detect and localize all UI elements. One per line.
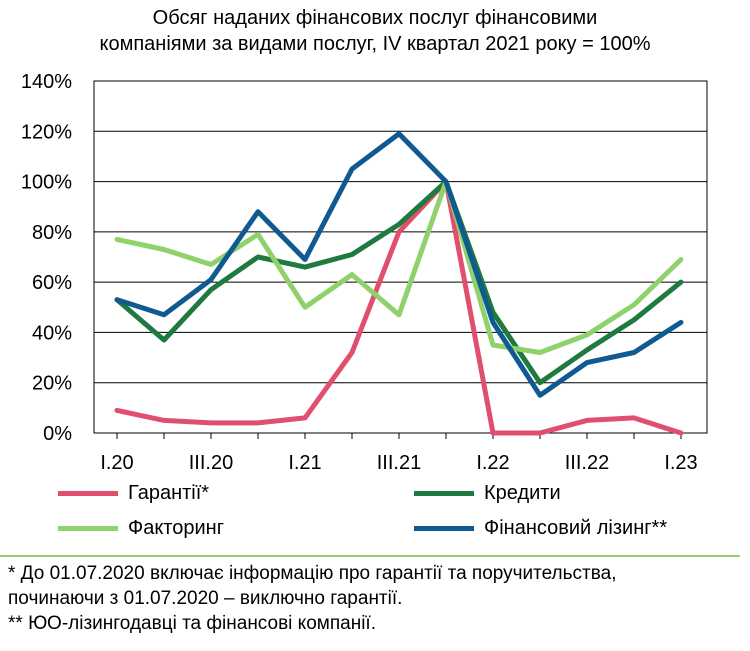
x-tick-label: I.23 — [664, 452, 697, 474]
footnote-3: ** ЮО-лізингодавці та фінансові компанії… — [8, 613, 376, 634]
y-tick-label: 20% — [32, 373, 72, 395]
footnote-1: * До 01.07.2020 включає інформацію про г… — [8, 563, 617, 584]
legend-label-guarantees: Гарантії* — [128, 482, 210, 504]
footnote-divider — [0, 555, 740, 557]
series-line-credits — [114, 179, 684, 386]
legend-swatch-credits — [414, 491, 474, 496]
x-tick-label: III.21 — [377, 452, 421, 474]
x-tick-label: III.20 — [189, 452, 233, 474]
x-tick-label: I.21 — [288, 452, 321, 474]
y-tick-label: 80% — [32, 222, 72, 244]
legend-label-leasing: Фінансовий лізинг** — [484, 517, 668, 539]
legend-item-guarantees: Гарантії* — [58, 482, 209, 505]
legend-label-credits: Кредити — [484, 482, 561, 504]
plot-frame — [93, 80, 708, 434]
y-tick-label: 0% — [43, 423, 72, 445]
footnote-2: починаючи з 01.07.2020 – виключно гарант… — [8, 588, 403, 609]
series-line-leasing — [114, 131, 684, 398]
series-line-guarantees — [114, 179, 684, 436]
x-tick-label: I.20 — [100, 452, 133, 474]
y-tick-label: 60% — [32, 272, 72, 294]
series-line-factoring — [114, 179, 684, 355]
legend-swatch-guarantees — [58, 491, 118, 496]
y-tick-label: 140% — [21, 71, 72, 93]
legend-item-credits: Кредити — [414, 482, 561, 505]
chart-title-line-2: компаніями за видами послуг, IV квартал … — [99, 33, 651, 55]
y-tick-label: 120% — [21, 121, 72, 143]
line-chart: 0% 20% 40% 60% 80% 100% 120% 140% I.20 III.20 I.21… — [21, 71, 708, 474]
legend-label-factoring: Факторинг — [128, 517, 224, 539]
x-tick-label: I.22 — [476, 452, 509, 474]
x-tick-label: III.22 — [565, 452, 609, 474]
legend-item-leasing: Фінансовий лізинг** — [414, 517, 667, 540]
legend-swatch-leasing — [414, 526, 474, 531]
chart-title-line-1: Обсяг наданих фінансових послуг фінансов… — [152, 7, 598, 29]
y-tick-label: 100% — [21, 172, 72, 194]
y-tick-label: 40% — [32, 322, 72, 344]
legend-item-factoring: Факторинг — [58, 517, 224, 540]
legend-swatch-factoring — [58, 526, 118, 531]
